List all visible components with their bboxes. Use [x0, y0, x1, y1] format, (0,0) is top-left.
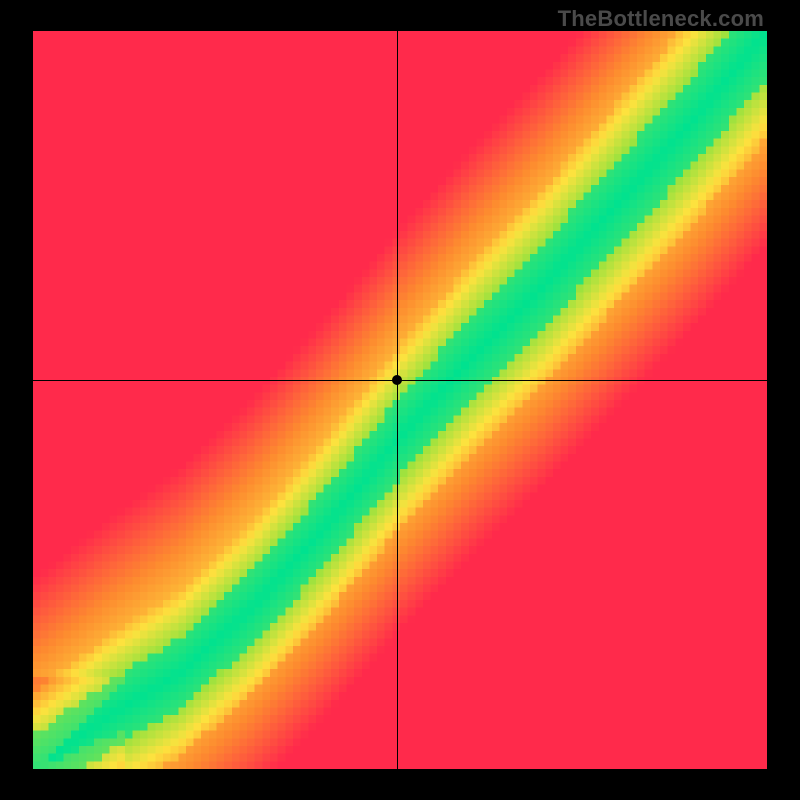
root: TheBottleneck.com: [0, 0, 800, 800]
watermark-text: TheBottleneck.com: [558, 6, 764, 32]
heatmap-canvas: [33, 31, 767, 769]
marker-dot: [392, 375, 402, 385]
crosshair-vertical: [397, 31, 398, 769]
chart-frame: [32, 30, 768, 770]
